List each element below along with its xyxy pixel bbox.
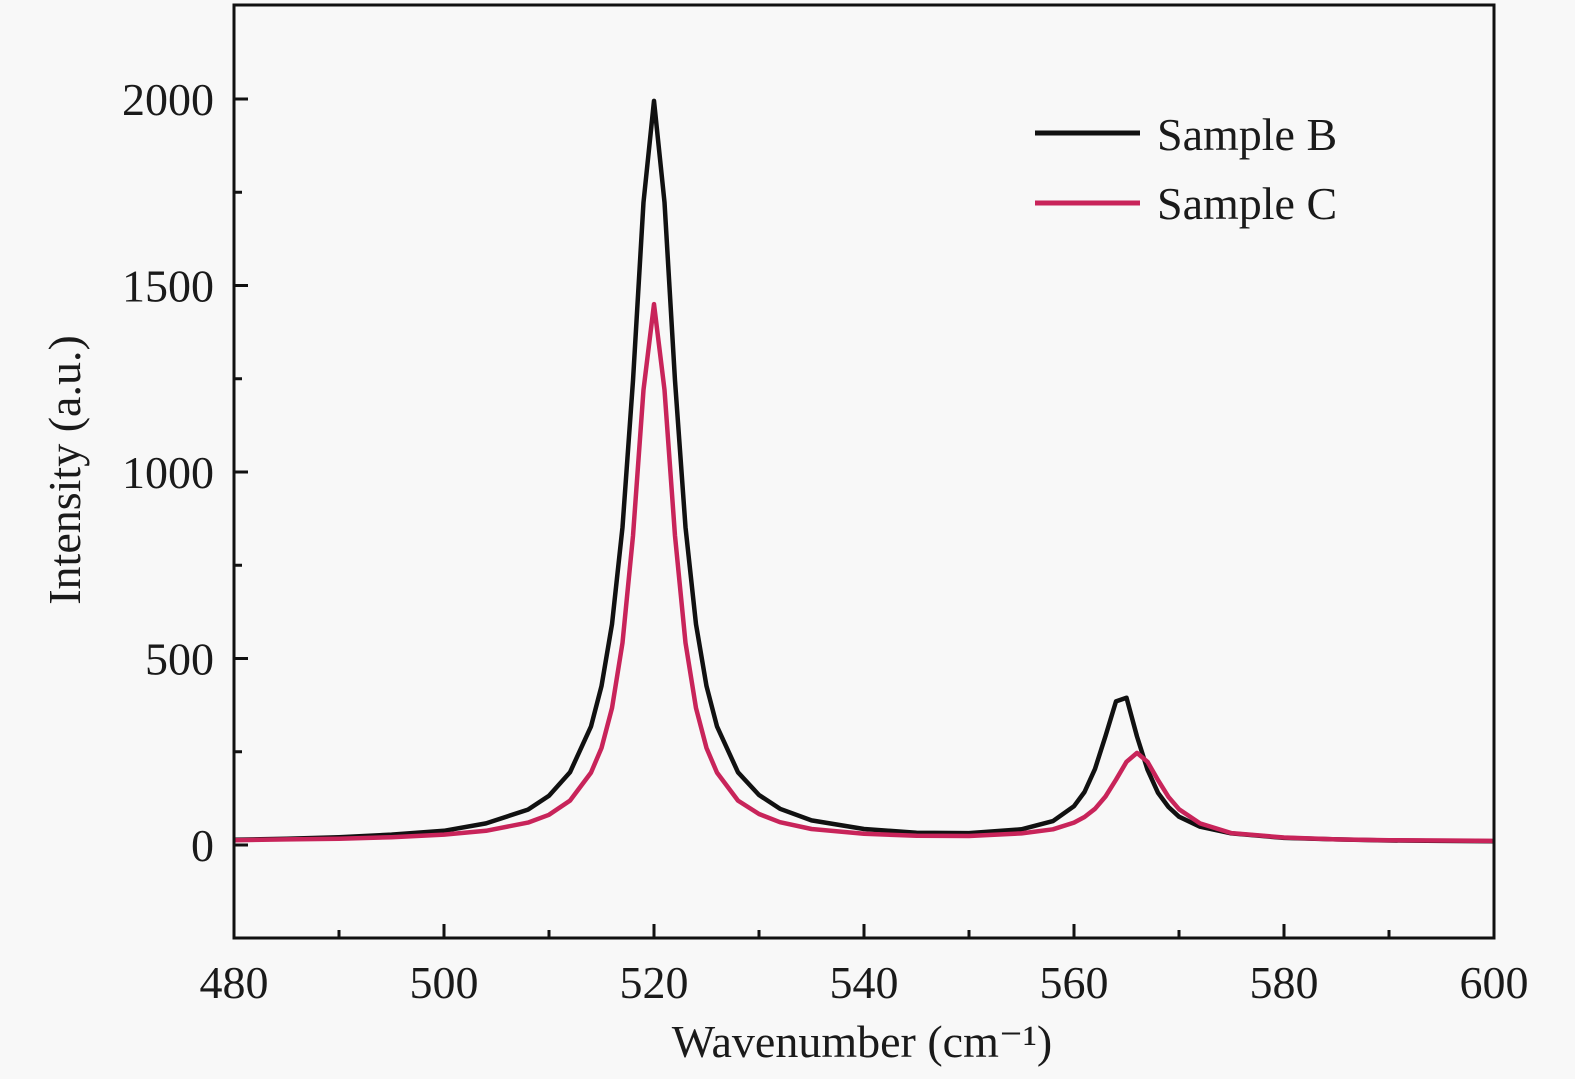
y-tick-label: 2000 xyxy=(122,74,214,125)
legend-label-sample-c: Sample C xyxy=(1157,178,1337,229)
y-tick-label: 1000 xyxy=(122,447,214,498)
legend-label-sample-b: Sample B xyxy=(1157,109,1337,160)
x-tick-label: 580 xyxy=(1250,957,1319,1008)
x-tick-label: 560 xyxy=(1040,957,1109,1008)
y-tick-label: 1500 xyxy=(122,261,214,312)
x-tick-label: 480 xyxy=(200,957,269,1008)
series-lines xyxy=(233,98,1495,844)
y-axis-title: Intensity (a.u.) xyxy=(39,335,90,605)
x-tick-label: 520 xyxy=(620,957,689,1008)
series-line-sample-b xyxy=(233,98,1495,844)
x-tick-labels: 480 500 520 540 560 580 600 xyxy=(200,957,1529,1008)
x-tick-label: 600 xyxy=(1460,957,1529,1008)
x-tick-label: 540 xyxy=(830,957,899,1008)
x-axis-title: Wavenumber (cm⁻¹) xyxy=(672,1016,1053,1067)
legend: Sample B Sample C xyxy=(1035,109,1337,229)
y-tick-label: 0 xyxy=(191,820,214,871)
y-tick-labels: 0 500 1000 1500 2000 xyxy=(122,74,214,871)
plot-frame xyxy=(232,3,1496,940)
y-tick-label: 500 xyxy=(145,634,214,685)
series-line-sample-c xyxy=(233,301,1495,844)
x-tick-label: 500 xyxy=(410,957,479,1008)
